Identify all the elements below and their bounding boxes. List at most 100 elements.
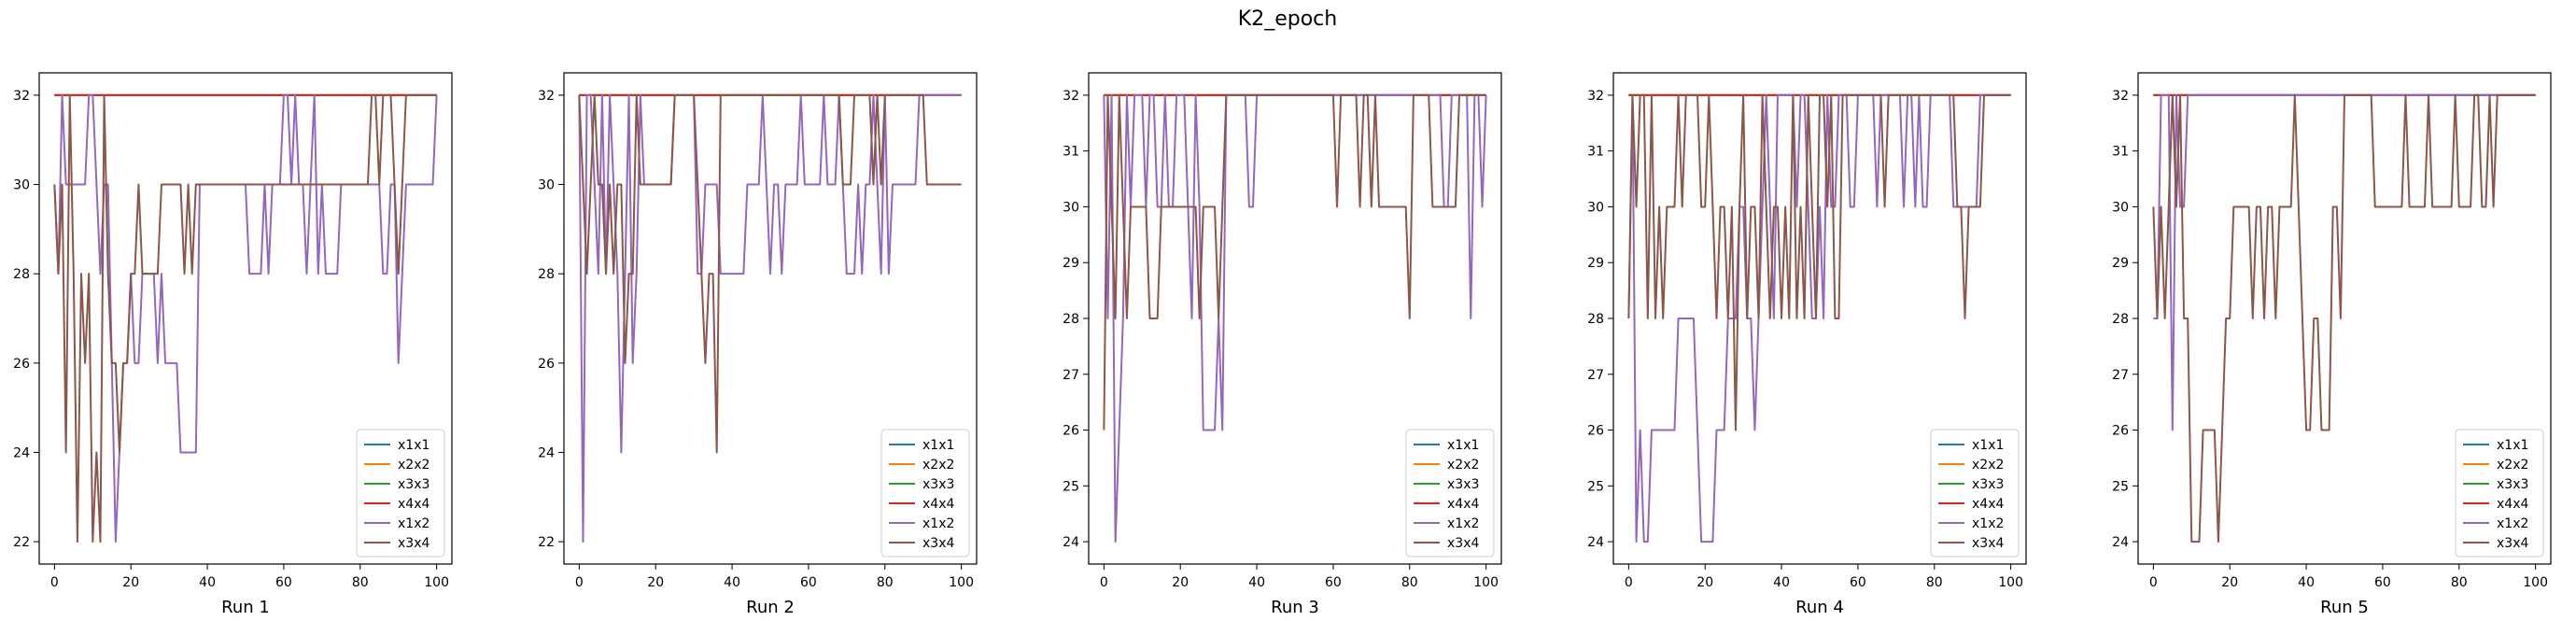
- legend-label-x3x3: x3x3: [398, 477, 429, 492]
- x-tick-label: 60: [800, 575, 817, 590]
- legend-box: [880, 429, 970, 557]
- subplot-2: 0 20 40 60 80 100 22 24 26 28 30 32 Run 2 x1x1 x2x2 x3x…: [538, 72, 978, 617]
- x-tick-label: 80: [2451, 575, 2468, 590]
- x-tick-label: 20: [122, 575, 139, 590]
- x-tick-label: 60: [275, 575, 292, 590]
- x-tick-label: 100: [949, 575, 974, 590]
- series-line-x3x4: [53, 93, 437, 543]
- legend-label-x3x4: x3x4: [1447, 536, 1479, 551]
- legend-label-x2x2: x2x2: [1972, 458, 2004, 473]
- x-axis-label: Run 3: [1271, 598, 1319, 617]
- y-tick-label: 24: [1063, 535, 1079, 550]
- legend-label-x3x4: x3x4: [1972, 536, 2004, 551]
- legend-box: [1405, 429, 1495, 557]
- x-axis-label: Run 4: [1795, 598, 1844, 617]
- y-tick-label: 27: [2112, 368, 2129, 383]
- y-tick-label: 30: [1587, 200, 1604, 215]
- axes-frame: [38, 72, 453, 565]
- legend-label-x3x4: x3x4: [2497, 536, 2528, 551]
- y-tick-label: 30: [13, 178, 30, 193]
- series-line-x1x2: [1627, 93, 2011, 543]
- series-line-x3x4: [1103, 93, 1486, 430]
- y-tick-label: 22: [13, 535, 30, 550]
- legend-label-x3x4: x3x4: [398, 536, 429, 551]
- x-tick-label: 0: [1625, 575, 1633, 590]
- legend-label-x1x1: x1x1: [922, 438, 954, 453]
- y-tick-label: 28: [2112, 312, 2129, 327]
- series-line-x3x4: [2152, 93, 2536, 543]
- y-tick-label: 26: [538, 357, 555, 372]
- y-tick-label: 25: [1063, 479, 1079, 494]
- x-tick-label: 60: [1325, 575, 1342, 590]
- x-tick-label: 40: [2298, 575, 2315, 590]
- legend-label-x1x2: x1x2: [398, 516, 429, 531]
- y-tick-label: 28: [1063, 312, 1079, 327]
- legend-label-x3x3: x3x3: [1972, 477, 2004, 492]
- y-tick-label: 26: [2112, 424, 2129, 439]
- x-tick-label: 100: [1473, 575, 1499, 590]
- x-tick-label: 40: [724, 575, 740, 590]
- y-tick-label: 25: [1587, 479, 1604, 494]
- legend-label-x4x4: x4x4: [1447, 497, 1479, 512]
- legend-label-x1x2: x1x2: [2497, 516, 2528, 531]
- legend-label-x2x2: x2x2: [2497, 458, 2528, 473]
- legend: x1x1 x2x2 x3x3 x4x4 x1x2 x3x4: [1405, 429, 1495, 557]
- series-line-x3x4: [578, 93, 962, 454]
- x-tick-label: 0: [575, 575, 584, 590]
- legend-label-x3x3: x3x3: [922, 477, 954, 492]
- y-tick-label: 24: [538, 445, 555, 460]
- legend: x1x1 x2x2 x3x3 x4x4 x1x2 x3x4: [880, 429, 970, 557]
- series-line-x3x4: [1627, 93, 2011, 431]
- y-tick-label: 25: [2112, 479, 2129, 494]
- x-tick-label: 60: [1850, 575, 1866, 590]
- x-tick-label: 100: [1998, 575, 2023, 590]
- legend-label-x2x2: x2x2: [922, 458, 954, 473]
- x-tick-label: 40: [199, 575, 216, 590]
- x-tick-label: 20: [647, 575, 664, 590]
- x-tick-label: 20: [2221, 575, 2238, 590]
- legend-label-x3x3: x3x3: [1447, 477, 1479, 492]
- x-tick-label: 40: [1248, 575, 1265, 590]
- x-tick-label: 20: [1696, 575, 1713, 590]
- y-tick-label: 27: [1063, 368, 1079, 383]
- x-tick-label: 60: [2374, 575, 2391, 590]
- x-tick-label: 20: [1172, 575, 1189, 590]
- y-tick-label: 24: [1587, 535, 1604, 550]
- y-tick-label: 26: [1587, 424, 1604, 439]
- figure-suptitle: K2_epoch: [1238, 7, 1337, 31]
- series-line-x1x2: [1103, 93, 1487, 543]
- y-tick-label: 26: [13, 357, 30, 372]
- legend-label-x3x4: x3x4: [922, 536, 954, 551]
- series-line-x1x2: [2153, 93, 2536, 431]
- x-tick-label: 80: [1401, 575, 1418, 590]
- x-axis-label: Run 1: [221, 598, 270, 617]
- x-axis-label: Run 5: [2320, 598, 2369, 617]
- y-tick-label: 28: [1587, 312, 1604, 327]
- legend-label-x4x4: x4x4: [1972, 497, 2004, 512]
- x-tick-label: 80: [1926, 575, 1943, 590]
- y-tick-label: 28: [13, 267, 30, 282]
- y-tick-label: 29: [2112, 256, 2129, 271]
- legend-label-x2x2: x2x2: [398, 458, 429, 473]
- series-line-x1x2: [578, 93, 962, 543]
- y-tick-label: 31: [1587, 145, 1604, 160]
- y-tick-label: 28: [538, 267, 555, 282]
- legend: x1x1 x2x2 x3x3 x4x4 x1x2 x3x4: [1930, 429, 2020, 557]
- legend-label-x1x1: x1x1: [2497, 438, 2528, 453]
- y-tick-label: 30: [1063, 200, 1079, 215]
- y-tick-label: 26: [1063, 424, 1079, 439]
- y-tick-label: 32: [13, 89, 30, 104]
- x-axis-label: Run 2: [746, 598, 795, 617]
- legend-label-x4x4: x4x4: [2497, 497, 2528, 512]
- y-tick-label: 30: [2112, 200, 2129, 215]
- x-tick-label: 100: [2523, 575, 2548, 590]
- series-line-x1x2: [53, 93, 438, 543]
- y-tick-label: 24: [2112, 535, 2129, 550]
- x-tick-label: 40: [1773, 575, 1790, 590]
- y-tick-label: 30: [538, 178, 555, 193]
- y-tick-label: 32: [538, 89, 555, 104]
- y-tick-label: 32: [1587, 89, 1604, 104]
